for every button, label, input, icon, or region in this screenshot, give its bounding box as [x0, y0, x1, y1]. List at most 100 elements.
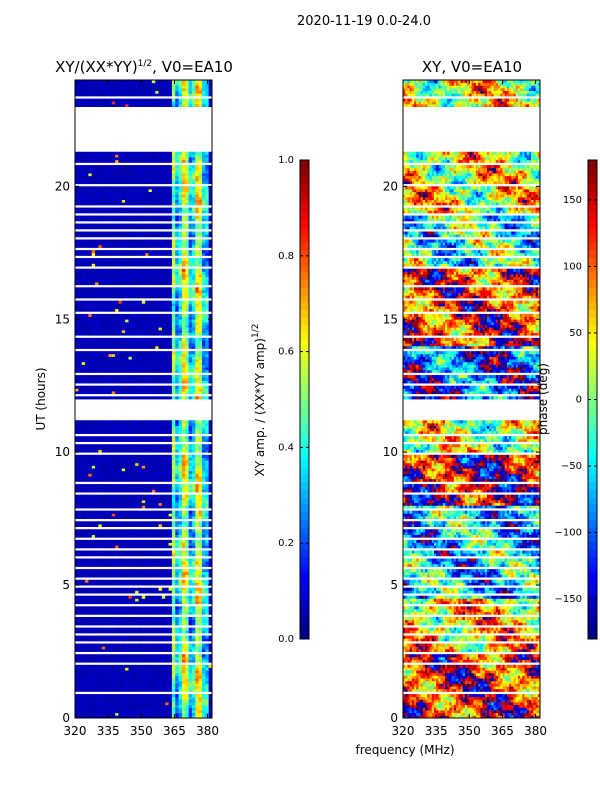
amplitude-cell — [125, 321, 129, 325]
amplitude-cell — [185, 484, 190, 488]
amplitude-cell — [198, 345, 203, 349]
amplitude-cell — [168, 678, 173, 682]
amplitude-cell — [98, 561, 103, 565]
amplitude-cell — [125, 380, 129, 384]
amplitude-cell — [135, 457, 139, 461]
amplitude-cell — [191, 710, 196, 714]
amplitude-cell — [208, 396, 213, 400]
amplitude-cell — [85, 305, 89, 310]
amplitude-cell — [181, 590, 186, 594]
amplitude-cell — [88, 494, 93, 498]
amplitude-cell — [121, 454, 126, 458]
amplitude-cell — [161, 303, 166, 307]
amplitude-cell — [75, 505, 79, 509]
amplitude-cell — [81, 444, 86, 448]
amplitude-cell — [125, 489, 129, 493]
amplitude-cell — [145, 343, 149, 347]
amplitude-cell — [95, 510, 99, 514]
amplitude-cell — [161, 683, 166, 687]
amplitude-cell — [148, 622, 153, 626]
amplitude-cell — [175, 561, 179, 565]
amplitude-cell — [185, 699, 190, 703]
amplitude-cell — [121, 558, 126, 562]
amplitude-cell — [181, 529, 186, 533]
amplitude-cell — [138, 422, 143, 426]
amplitude-cell — [168, 473, 173, 477]
amplitude-cell — [155, 391, 159, 395]
amplitude-cell — [181, 478, 186, 482]
amplitude-cell — [81, 539, 86, 543]
amplitude-cell — [138, 569, 143, 573]
amplitude-cell — [188, 449, 193, 453]
amplitude-cell — [175, 396, 179, 400]
amplitude-cell — [195, 675, 200, 679]
amplitude-cell — [195, 672, 200, 676]
amplitude-cell — [131, 369, 136, 373]
amplitude-cell — [121, 295, 129, 299]
amplitude-cell — [208, 510, 213, 514]
amplitude-cell — [201, 436, 206, 440]
amplitude-cell — [148, 375, 153, 379]
amplitude-cell — [105, 675, 109, 679]
amplitude-cell — [191, 438, 196, 442]
amplitude-cell — [185, 654, 190, 658]
amplitude-cell — [78, 396, 83, 400]
amplitude-cell — [121, 515, 126, 520]
amplitude-cell — [185, 667, 190, 671]
amplitude-cell — [85, 699, 89, 703]
amplitude-cell — [208, 388, 213, 392]
amplitude-cell — [118, 664, 123, 668]
amplitude-cell — [131, 643, 136, 647]
amplitude-cell — [115, 505, 119, 509]
amplitude-cell — [181, 420, 186, 424]
amplitude-cell — [175, 579, 179, 583]
amplitude-cell — [198, 523, 203, 527]
amplitude-cell — [158, 494, 163, 498]
amplitude-cell — [198, 468, 203, 472]
amplitude-cell — [205, 683, 210, 687]
amplitude-cell — [178, 619, 183, 623]
amplitude-cell — [205, 675, 210, 679]
amplitude-cell — [115, 688, 119, 692]
amplitude-cell — [88, 489, 93, 493]
amplitude-cell — [115, 486, 119, 490]
amplitude-cell — [201, 550, 206, 554]
amplitude-cell — [158, 712, 163, 716]
amplitude-cell — [195, 654, 200, 658]
amplitude-cell — [75, 683, 79, 687]
amplitude-cell — [118, 345, 123, 349]
amplitude-cell — [75, 609, 79, 613]
amplitude-cell — [75, 462, 79, 466]
amplitude-cell — [145, 609, 153, 613]
amplitude-cell — [138, 534, 143, 538]
amplitude-cell — [148, 494, 153, 498]
amplitude-cell — [135, 359, 139, 363]
amplitude-cell — [78, 369, 83, 373]
amplitude-cell — [78, 305, 83, 310]
amplitude-cell — [138, 428, 143, 432]
amplitude-cell — [201, 385, 206, 389]
amplitude-cell — [188, 654, 193, 658]
amplitude-cell — [125, 375, 129, 379]
amplitude-cell — [115, 484, 119, 488]
amplitude-cell — [108, 356, 113, 360]
amplitude-cell — [168, 290, 173, 294]
amplitude-cell — [115, 494, 119, 498]
amplitude-cell — [161, 601, 166, 605]
amplitude-cell — [188, 643, 193, 647]
amplitude-cell — [195, 587, 200, 591]
amplitude-cell — [178, 446, 183, 450]
amplitude-cell — [191, 290, 196, 294]
amplitude-cell — [135, 484, 139, 488]
amplitude-cell — [131, 675, 136, 679]
amplitude-cell — [98, 563, 103, 567]
amplitude-cell — [75, 494, 79, 498]
amplitude-cell — [91, 571, 96, 575]
amplitude-cell — [165, 369, 169, 373]
amplitude-cell — [155, 351, 159, 355]
amplitude-cell — [121, 654, 126, 658]
amplitude-cell — [165, 627, 169, 631]
amplitude-cell — [138, 345, 143, 349]
amplitude-cell — [121, 332, 126, 336]
amplitude-cell — [88, 484, 93, 488]
